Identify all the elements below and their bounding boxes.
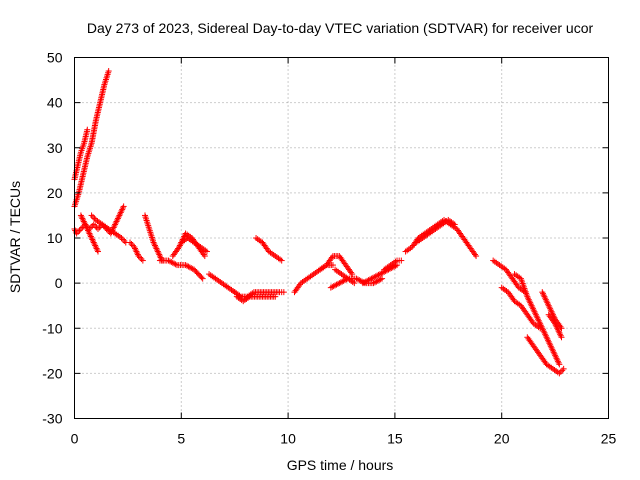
data-point-interp <box>128 241 135 248</box>
data-point <box>139 257 146 264</box>
data-point-interp <box>90 213 97 220</box>
data-point <box>272 293 279 300</box>
data-point-interp <box>198 274 205 281</box>
data-point <box>329 262 336 269</box>
data-point <box>127 239 134 246</box>
data-point <box>280 289 287 296</box>
data-point <box>201 253 208 260</box>
y-axis-label: SDTVAR / TECUs <box>7 181 23 293</box>
data-point-interp <box>121 238 128 245</box>
x-tick-label: 5 <box>177 431 185 447</box>
data-point <box>94 225 101 232</box>
data-point <box>349 271 356 278</box>
y-tick-label: -10 <box>42 320 62 336</box>
y-tick-label: 30 <box>47 140 63 156</box>
x-tick-label: 0 <box>71 431 79 447</box>
chart-title: Day 273 of 2023, Sidereal Day-to-day VTE… <box>87 20 594 36</box>
data-point <box>556 361 563 368</box>
data-point <box>88 212 95 219</box>
tick-layer: 0 5 10 15 20 25 -30 -20 -10 0 10 20 30 40 50 <box>42 50 616 447</box>
data-point-interp <box>377 276 384 283</box>
data-point <box>120 203 127 210</box>
data-point-interp <box>138 256 145 263</box>
x-tick-label: 20 <box>494 431 510 447</box>
data-point <box>558 334 565 341</box>
data-point <box>351 280 358 287</box>
data-point-interp <box>76 227 83 234</box>
data-point <box>451 221 458 228</box>
data-point-interp <box>557 368 564 375</box>
grid-layer <box>74 57 609 419</box>
x-axis-label: GPS time / hours <box>287 457 394 473</box>
data-point <box>473 253 480 260</box>
y-tick-label: -30 <box>42 411 62 427</box>
data-points-layer <box>71 68 567 377</box>
data-point-interp <box>119 236 126 243</box>
y-tick-label: 20 <box>47 185 63 201</box>
data-point <box>94 248 101 255</box>
x-tick-label: 25 <box>601 431 617 447</box>
data-point <box>379 275 386 282</box>
data-point <box>398 257 405 264</box>
y-tick-label: -20 <box>42 365 62 381</box>
data-point-interp <box>91 215 98 222</box>
data-point <box>77 225 84 232</box>
x-tick-label: 15 <box>387 431 403 447</box>
data-point <box>203 248 210 255</box>
data-point-interp <box>172 261 179 268</box>
data-point <box>199 275 206 282</box>
y-tick-label: 40 <box>47 95 63 111</box>
data-point <box>84 126 91 133</box>
y-tick-label: 0 <box>55 275 63 291</box>
data-point <box>560 365 567 372</box>
data-point <box>105 68 112 75</box>
data-point <box>278 257 285 264</box>
y-tick-label: 10 <box>47 230 63 246</box>
x-tick-label: 10 <box>280 431 296 447</box>
y-tick-label: 50 <box>47 50 63 66</box>
